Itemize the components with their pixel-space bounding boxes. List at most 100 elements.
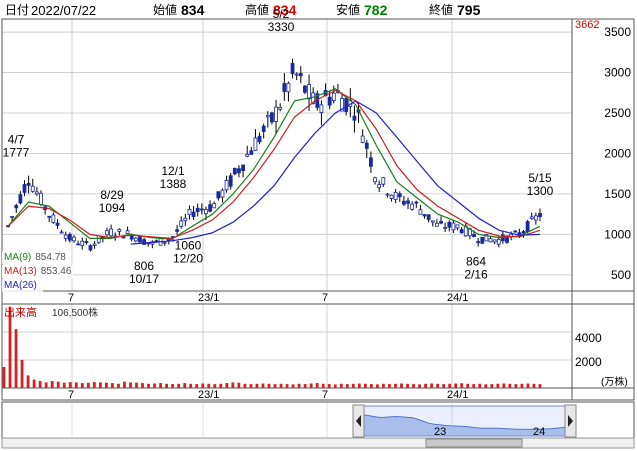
volume-bar [141,383,144,388]
date-value: 2022/07/22 [31,3,97,18]
moving-average-lines [7,88,541,245]
volume-bars [2,306,542,388]
candle-body [344,97,349,112]
candle-body [142,239,146,245]
candle-body [397,193,402,198]
candle-body [529,216,534,220]
volume-bar [219,383,223,388]
annotation-label: 10/17 [129,272,159,286]
volume-bar [484,384,488,388]
price-x-axis-corner [571,290,635,305]
candle-body [369,157,373,167]
volume-bar [165,383,169,388]
annotation-label: 12/1 [161,164,185,178]
annotation-label: 806 [134,259,154,273]
candle-body [463,225,468,237]
price-y-tick: 3000 [604,66,631,80]
navigator-left-handle[interactable] [352,404,365,438]
candle-body [80,240,85,246]
volume-unit: (万株) [601,375,628,388]
volume-bar [406,383,409,388]
candle-body [488,238,493,243]
volume-bar [382,383,385,388]
volume-bar [56,381,60,388]
candle-body [175,229,179,232]
ma26-legend-name: MA(26) [4,280,37,291]
price-candles [6,58,542,252]
navigator-selection[interactable] [354,405,567,437]
volume-bar [26,375,30,388]
navigator-scrollbar[interactable] [1,437,635,449]
candle-body [117,228,122,232]
date-label: 日付 [5,3,30,17]
volume-bar [123,381,126,388]
volume-bar [442,384,446,388]
annotation-label: 1300 [527,184,554,198]
volume-value: 106,500株 [52,306,98,319]
navigator-right-handle[interactable] [564,404,577,438]
candle-body [538,212,542,218]
annotation-label: 864 [466,254,486,268]
candle-body [39,192,43,205]
candle-body [278,106,283,110]
low-label: 安値 [336,3,361,17]
volume-bar [388,384,391,388]
candle-body [72,236,76,242]
low-value: 782 [364,2,388,18]
candle-body [208,204,212,212]
candle-body [199,208,204,211]
volume-grid [2,304,572,388]
ma-line-3 [130,100,541,245]
price-y-ticks: 3500 3000 2500 2000 1500 1000 500 [604,25,631,282]
candle-body [434,222,439,227]
navigator-label: 24 [533,426,545,438]
volume-bar [249,384,253,388]
volume-bar [147,383,150,388]
candle-body [303,85,307,93]
volume-bar [514,384,518,388]
volume-bar [502,383,506,388]
candle-body [34,191,39,195]
volume-bar [466,383,470,388]
candle-body [133,237,138,242]
candle-body [389,194,394,199]
candle-body [30,185,35,192]
candle-body [525,221,530,233]
candle-body [459,229,464,234]
volume-bar [424,383,427,388]
volume-bar [2,367,6,388]
candle-body [195,207,200,212]
candle-body [496,239,501,245]
candle-body [245,153,250,157]
chevron-right-icon [568,415,573,427]
candle-body [76,243,81,246]
candle-body [393,191,398,200]
volume-bar [279,383,283,388]
volume-bar [454,383,458,388]
candle-body [261,125,266,132]
navigator-scrollbar-thumb[interactable] [425,438,523,448]
candle-body [105,230,109,236]
volume-bar [20,360,24,388]
volume-bar [159,383,162,388]
volume-bar [195,384,199,388]
candle-body [307,84,311,100]
volume-bar [225,383,229,388]
volume-bar [508,383,512,388]
volume-bar [32,379,36,388]
volume-bar [520,383,524,388]
volume-bar [490,384,494,388]
candle-body [340,97,344,112]
volume-bar [321,383,325,388]
open-label: 始値 [153,3,178,17]
candle-body [327,96,332,106]
volume-bar [117,383,120,388]
candle-body [430,220,435,223]
annotation-label: 1094 [99,201,126,215]
candle-body [439,220,443,224]
volume-bar [394,383,397,388]
candle-body [319,104,324,114]
volume-bar [231,382,235,388]
price-x-tick: 23/1 [198,292,219,304]
